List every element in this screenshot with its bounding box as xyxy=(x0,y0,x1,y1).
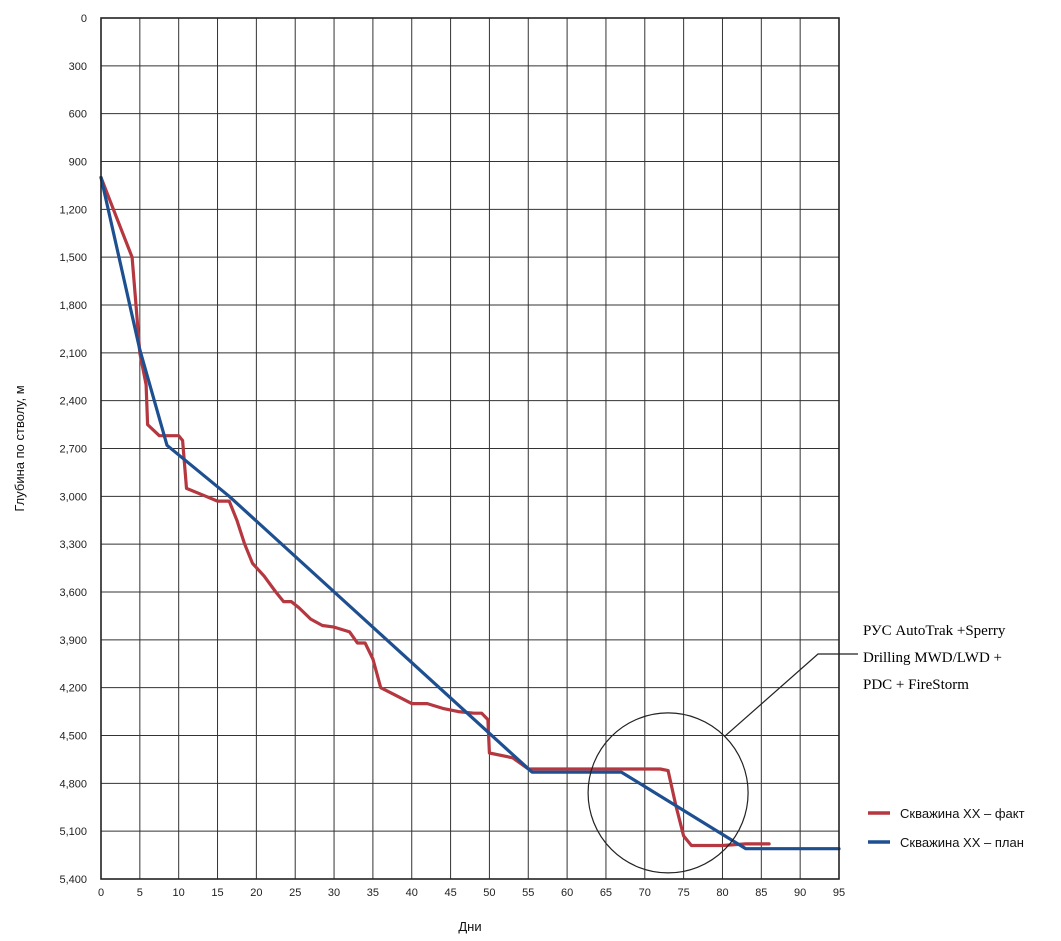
legend-label-fact: Скважина ХХ – факт xyxy=(900,806,1025,821)
x-tick-label-13: 65 xyxy=(600,887,612,899)
annotation-circle xyxy=(587,712,749,874)
x-tick-label-17: 85 xyxy=(755,887,767,899)
y-tick-label-13: 3,900 xyxy=(59,635,87,647)
x-tick-label-14: 70 xyxy=(639,887,651,899)
series-line-fact xyxy=(99,175,771,848)
y-axis-label: Глубина по стволу, м xyxy=(12,385,27,511)
y-tick-labels: 0 300 600 900 1,200 1,500 1,800 2,100 2,400 2,700… xyxy=(59,13,87,886)
y-tick-label-2: 600 xyxy=(69,109,87,121)
annotation-line-1: РУС AutoTrak +Sperry xyxy=(863,623,1006,639)
x-axis-label: Дни xyxy=(458,919,481,934)
x-tick-label-3: 15 xyxy=(211,887,223,899)
y-tick-label-9: 2,700 xyxy=(59,444,87,456)
y-tick-label-5: 1,500 xyxy=(59,252,87,264)
y-tick-label-16: 4,800 xyxy=(59,778,87,790)
y-tick-label-3: 900 xyxy=(69,157,87,169)
y-tick-label-18: 5,400 xyxy=(59,874,87,886)
annotation: РУС AutoTrak +Sperry Drilling MWD/LWD + … xyxy=(587,623,1006,874)
x-tick-label-15: 75 xyxy=(678,887,690,899)
series-layer xyxy=(99,175,841,851)
x-tick-label-0: 0 xyxy=(98,887,104,899)
legend: Скважина ХХ – факт Скважина ХХ – план xyxy=(868,806,1025,850)
y-tick-label-1: 300 xyxy=(69,61,87,73)
x-tick-label-5: 25 xyxy=(289,887,301,899)
x-tick-label-16: 80 xyxy=(716,887,728,899)
series-line-plan xyxy=(99,175,841,851)
x-tick-label-18: 90 xyxy=(794,887,806,899)
legend-label-plan: Скважина ХХ – план xyxy=(900,835,1024,850)
x-tick-label-12: 60 xyxy=(561,887,573,899)
x-tick-labels: 0 5 10 15 20 25 30 35 40 45 50 55 60 65 70 75 80 85 90 95 xyxy=(98,887,845,899)
y-tick-label-15: 4,500 xyxy=(59,731,87,743)
annotation-line-3: PDC + FireStorm xyxy=(863,677,969,693)
y-tick-label-10: 3,000 xyxy=(59,491,87,503)
annotation-line-2: Drilling MWD/LWD + xyxy=(863,650,1002,666)
x-tick-label-9: 45 xyxy=(444,887,456,899)
x-tick-label-10: 50 xyxy=(483,887,495,899)
y-tick-label-4: 1,200 xyxy=(59,204,87,216)
x-tick-label-8: 40 xyxy=(406,887,418,899)
y-tick-label-7: 2,100 xyxy=(59,348,87,360)
y-tick-label-14: 4,200 xyxy=(59,683,87,695)
annotation-leader-line xyxy=(724,653,858,737)
y-tick-label-11: 3,300 xyxy=(59,539,87,551)
x-tick-label-7: 35 xyxy=(367,887,379,899)
x-tick-label-6: 30 xyxy=(328,887,340,899)
x-tick-label-2: 10 xyxy=(173,887,185,899)
y-tick-label-12: 3,600 xyxy=(59,587,87,599)
y-tick-label-8: 2,400 xyxy=(59,396,87,408)
x-tick-label-1: 5 xyxy=(137,887,143,899)
x-tick-label-19: 95 xyxy=(833,887,845,899)
y-tick-label-0: 0 xyxy=(81,13,87,25)
y-tick-label-6: 1,800 xyxy=(59,300,87,312)
x-tick-label-4: 20 xyxy=(250,887,262,899)
plot-frame xyxy=(100,17,840,880)
x-tick-label-11: 55 xyxy=(522,887,534,899)
y-tick-label-17: 5,100 xyxy=(59,826,87,838)
